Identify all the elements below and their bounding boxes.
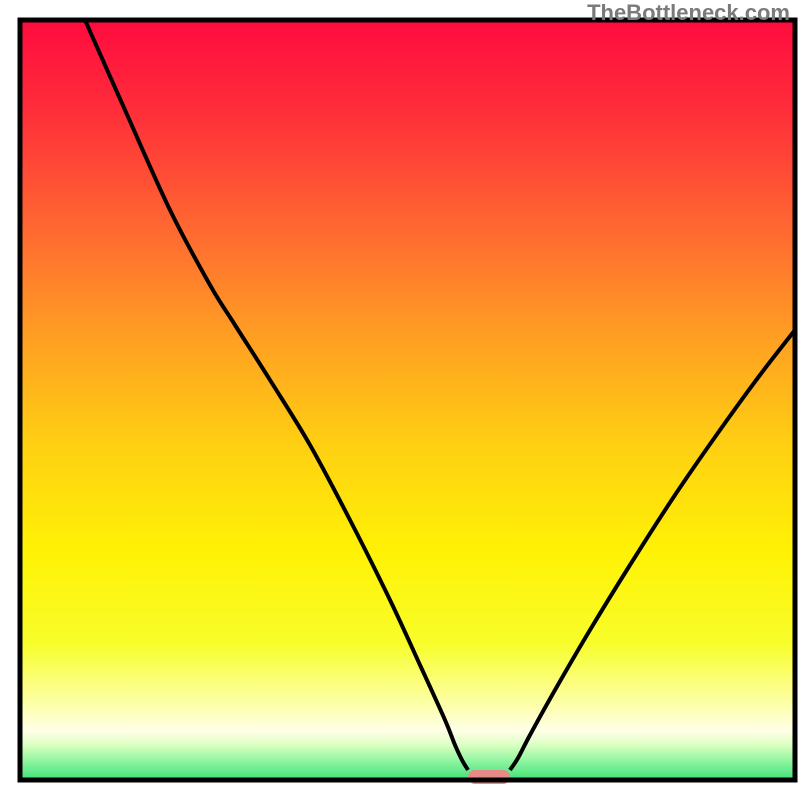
watermark-text: TheBottleneck.com bbox=[587, 0, 790, 26]
chart-container: TheBottleneck.com bbox=[0, 0, 800, 800]
bottleneck-chart bbox=[0, 0, 800, 800]
